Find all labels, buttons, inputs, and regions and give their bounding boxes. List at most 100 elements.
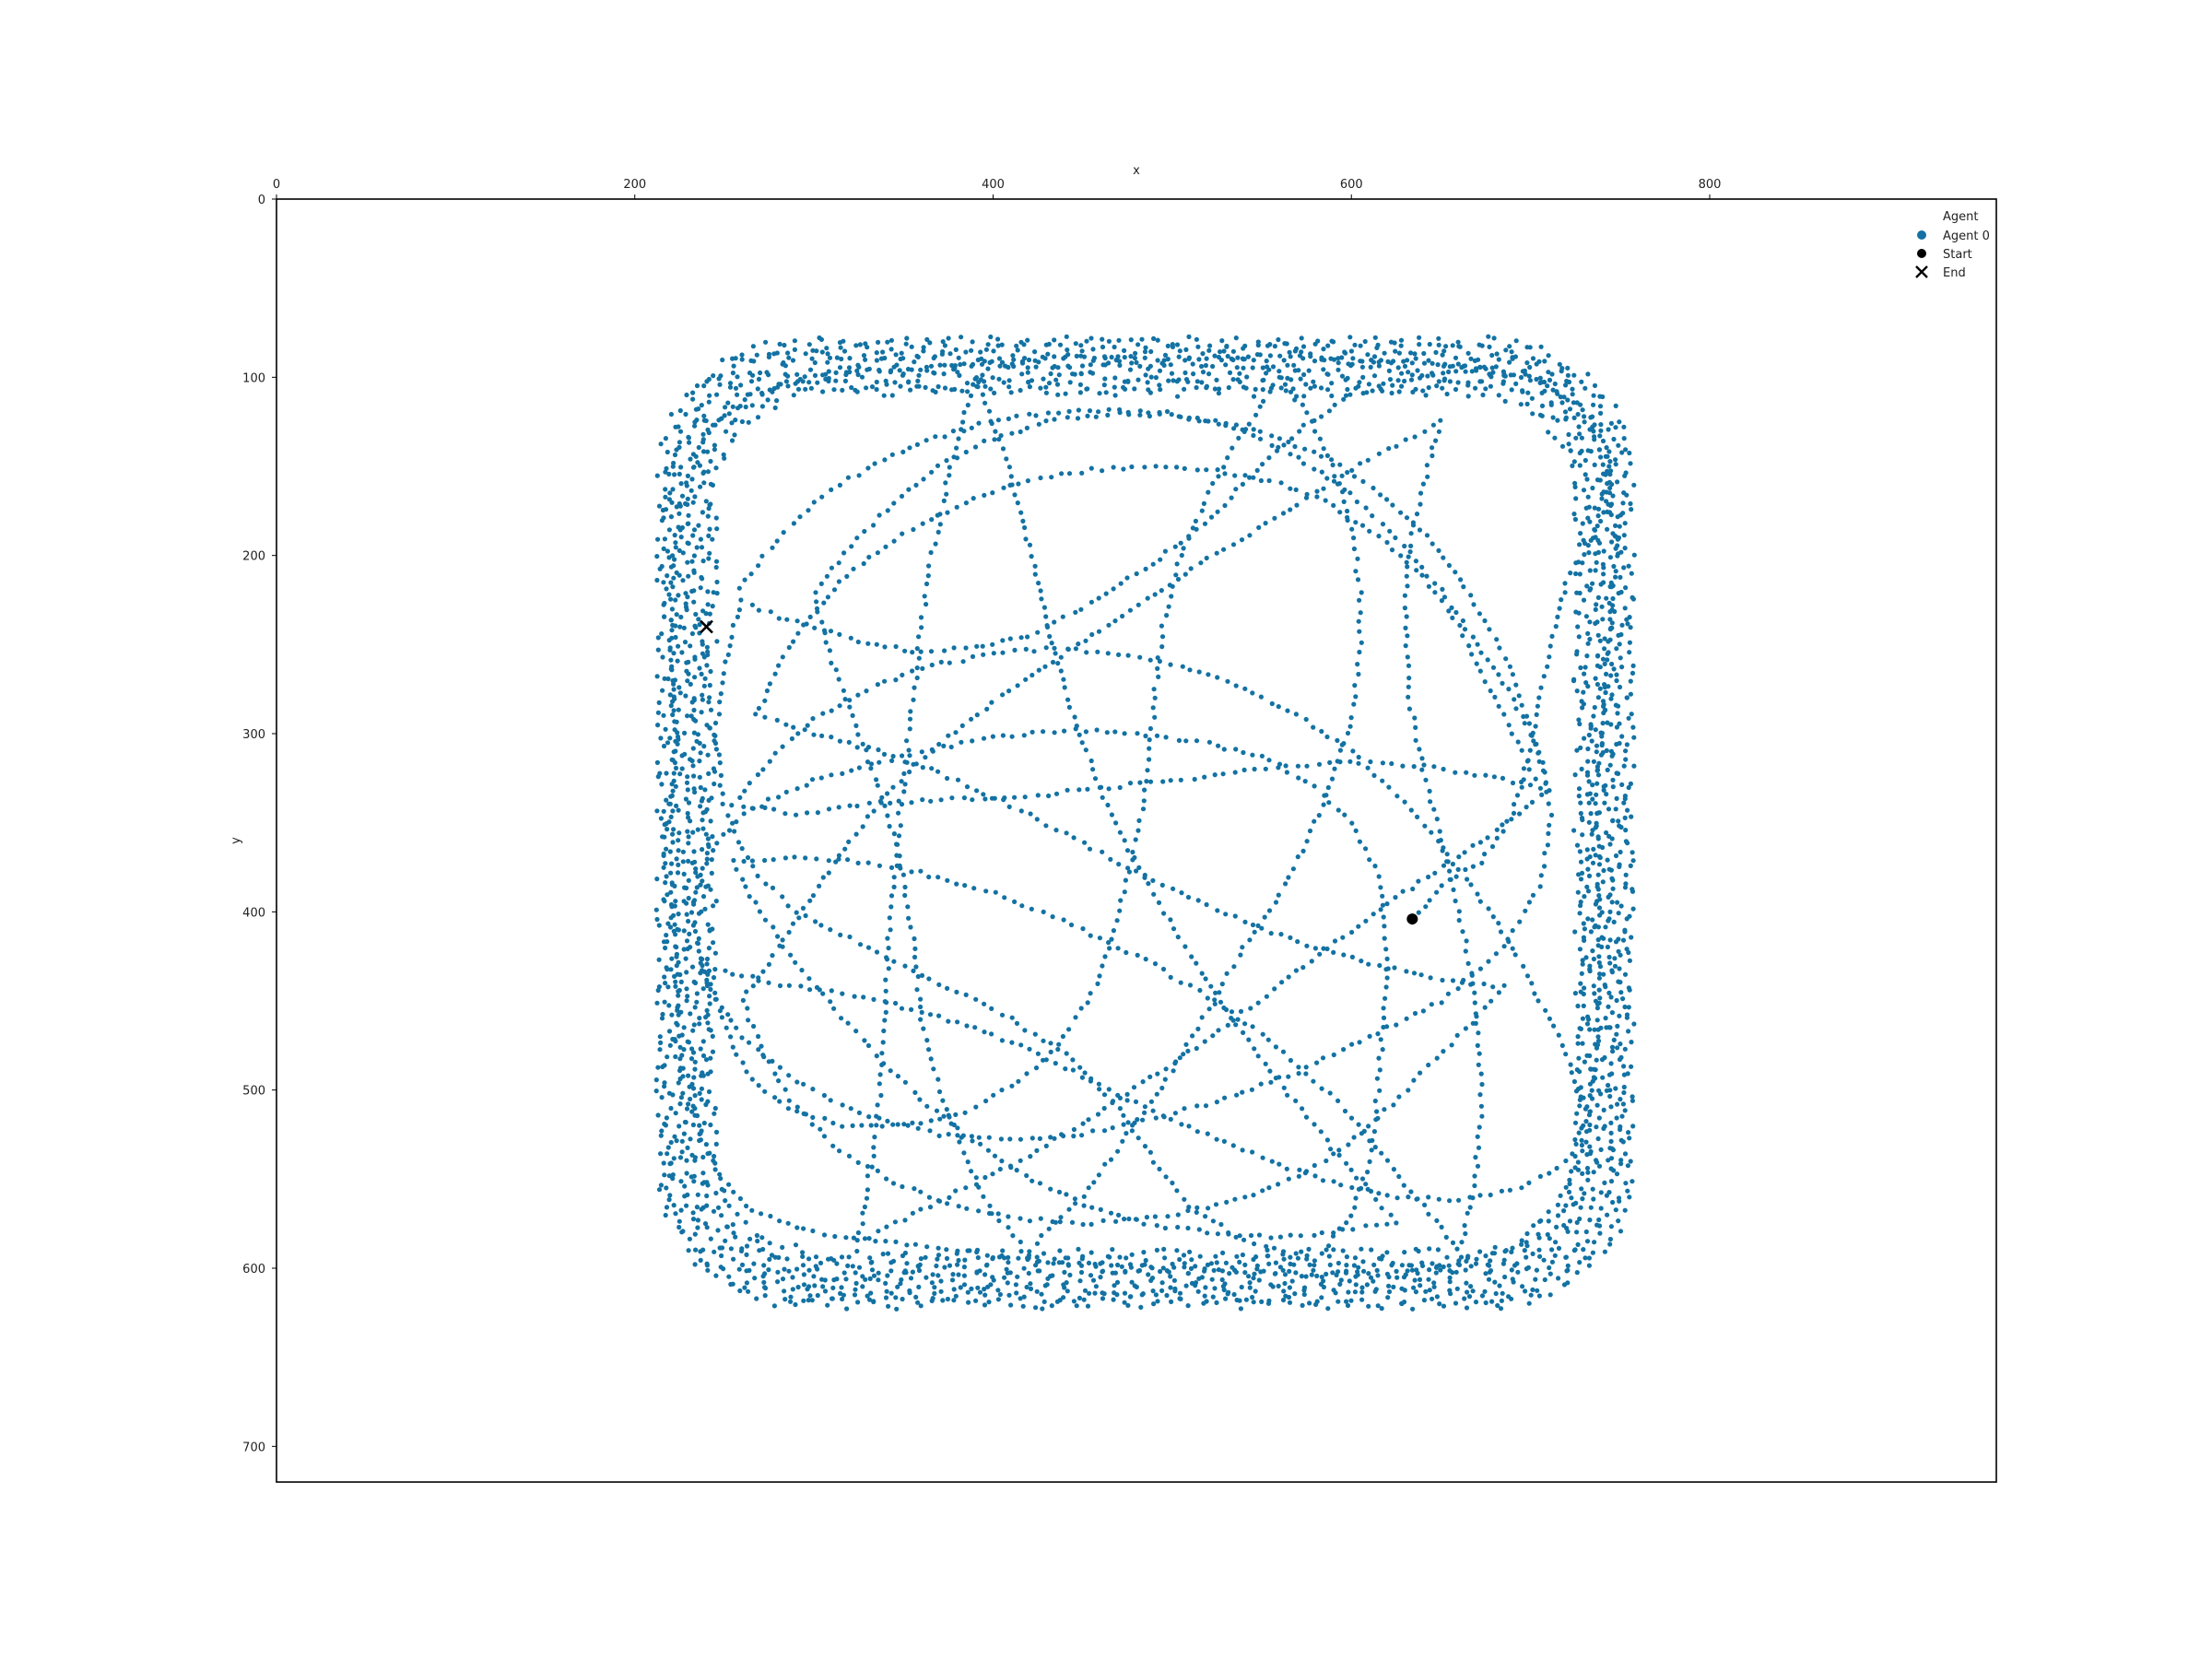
agent-0-point xyxy=(1145,768,1150,773)
agent-0-point xyxy=(728,1246,735,1252)
agent-0-point xyxy=(1035,793,1041,798)
agent-0-point xyxy=(861,994,866,1000)
agent-0-point xyxy=(1371,485,1376,491)
agent-0-point xyxy=(693,625,699,630)
agent-0-point xyxy=(663,507,669,512)
agent-0-point xyxy=(1587,1027,1593,1032)
agent-0-point xyxy=(893,1239,899,1244)
agent-0-point xyxy=(695,1192,700,1197)
agent-0-point xyxy=(1194,1205,1200,1210)
agent-0-point xyxy=(1585,759,1591,764)
agent-0-point xyxy=(944,1107,949,1112)
agent-0-point xyxy=(1441,348,1447,354)
agent-0-point xyxy=(940,1098,946,1103)
agent-0-point xyxy=(914,987,920,993)
agent-0-point xyxy=(1606,490,1613,496)
agent-0-point xyxy=(667,1193,673,1198)
agent-0-point xyxy=(1232,770,1238,775)
agent-0-point xyxy=(676,862,681,868)
agent-0-point xyxy=(677,1124,682,1129)
agent-0-point xyxy=(1607,1236,1613,1242)
agent-0-point xyxy=(1477,1051,1482,1056)
agent-0-point xyxy=(699,545,705,550)
agent-0-point xyxy=(785,1220,791,1226)
agent-0-point xyxy=(915,1264,921,1269)
agent-0-point xyxy=(736,607,743,613)
agent-0-point xyxy=(1472,1173,1477,1179)
agent-0-point xyxy=(1046,381,1053,386)
agent-0-point xyxy=(782,1266,787,1272)
agent-0-point xyxy=(1273,900,1279,905)
agent-0-point xyxy=(655,536,661,542)
agent-0-point xyxy=(1037,1135,1042,1141)
agent-0-point xyxy=(1463,866,1468,873)
agent-0-point xyxy=(1628,863,1633,869)
agent-0-point xyxy=(1100,963,1105,969)
agent-0-point xyxy=(1053,828,1059,833)
agent-0-point xyxy=(1264,371,1269,376)
agent-0-point xyxy=(1589,738,1594,744)
agent-0-point xyxy=(1040,1306,1045,1312)
agent-0-point xyxy=(912,1241,919,1247)
agent-0-point xyxy=(1027,542,1033,547)
agent-0-point xyxy=(1025,634,1030,640)
agent-0-point xyxy=(701,469,707,475)
agent-0-point xyxy=(1453,609,1459,616)
agent-0-point xyxy=(1116,862,1122,867)
agent-0-point xyxy=(716,752,723,758)
agent-0-point xyxy=(1547,1171,1552,1176)
agent-0-point xyxy=(1455,866,1461,873)
agent-0-point xyxy=(1034,1241,1041,1246)
agent-0-point xyxy=(845,1020,851,1026)
agent-0-point xyxy=(717,760,723,766)
agent-0-point xyxy=(906,747,912,753)
agent-0-point xyxy=(920,797,925,803)
agent-0-point xyxy=(698,750,703,756)
agent-0-point xyxy=(1258,1081,1264,1087)
agent-0-point xyxy=(1490,665,1497,670)
agent-0-point xyxy=(1416,910,1421,915)
agent-0-point xyxy=(688,1011,693,1017)
agent-0-point xyxy=(1618,952,1623,958)
agent-0-point xyxy=(668,703,674,709)
agent-0-point xyxy=(1485,835,1490,841)
agent-0-point xyxy=(688,643,693,649)
agent-0-point xyxy=(1268,1079,1274,1085)
agent-0-point xyxy=(1023,646,1029,653)
agent-0-point xyxy=(838,345,843,350)
agent-0-point xyxy=(670,840,676,845)
agent-0-point xyxy=(1203,362,1208,369)
agent-0-point xyxy=(1444,852,1450,857)
agent-0-point xyxy=(1312,1173,1318,1179)
agent-0-point xyxy=(1538,380,1545,385)
agent-0-point xyxy=(1571,415,1577,420)
agent-0-point xyxy=(745,392,750,397)
agent-0-point xyxy=(1590,581,1595,586)
agent-0-point xyxy=(1371,373,1378,379)
agent-0-point xyxy=(1621,533,1627,538)
agent-0-point xyxy=(1326,408,1332,414)
agent-0-point xyxy=(836,853,842,858)
agent-0-point xyxy=(1601,703,1606,710)
agent-0-point xyxy=(1079,1075,1085,1080)
agent-0-point xyxy=(1443,344,1449,349)
agent-0-point xyxy=(703,611,709,617)
agent-0-point xyxy=(1622,1207,1628,1213)
agent-0-point xyxy=(842,378,849,383)
agent-0-point xyxy=(1388,1212,1394,1218)
agent-0-point xyxy=(1072,1196,1077,1202)
agent-0-point xyxy=(847,698,853,703)
agent-0-point xyxy=(1052,1135,1057,1141)
agent-0-point xyxy=(1583,472,1588,477)
agent-0-point xyxy=(686,512,691,518)
agent-0-point xyxy=(974,1270,980,1276)
agent-0-point xyxy=(837,365,843,371)
agent-0-point xyxy=(1607,583,1613,590)
agent-0-point xyxy=(893,1295,899,1300)
agent-0-point xyxy=(904,1242,910,1248)
agent-0-point xyxy=(674,856,679,862)
agent-0-point xyxy=(680,859,686,865)
agent-0-point xyxy=(1428,975,1433,981)
agent-0-point xyxy=(854,535,860,541)
agent-0-point xyxy=(677,572,682,578)
